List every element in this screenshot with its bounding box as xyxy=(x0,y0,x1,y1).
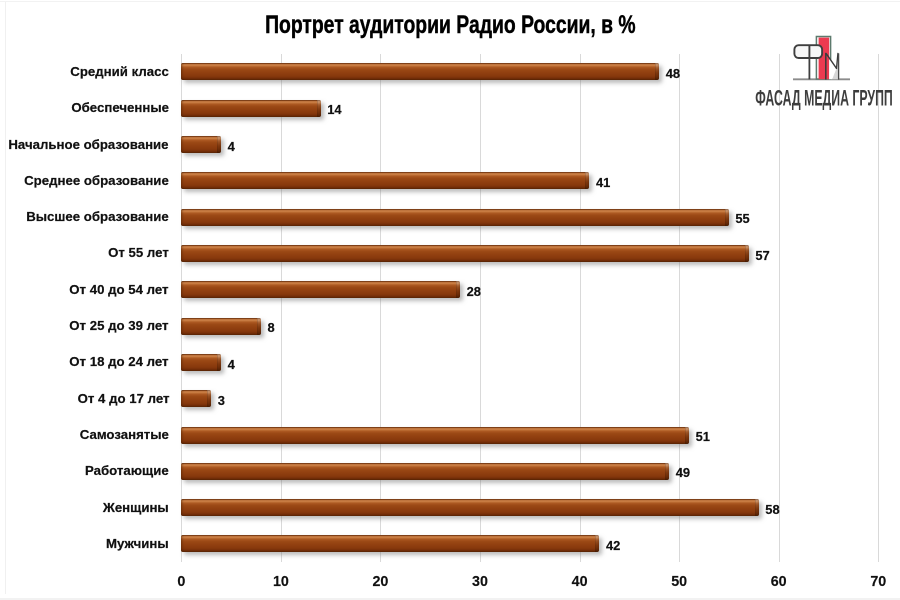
svg-text:ФАСАД МЕДИА ГРУПП: ФАСАД МЕДИА ГРУПП xyxy=(755,85,893,110)
